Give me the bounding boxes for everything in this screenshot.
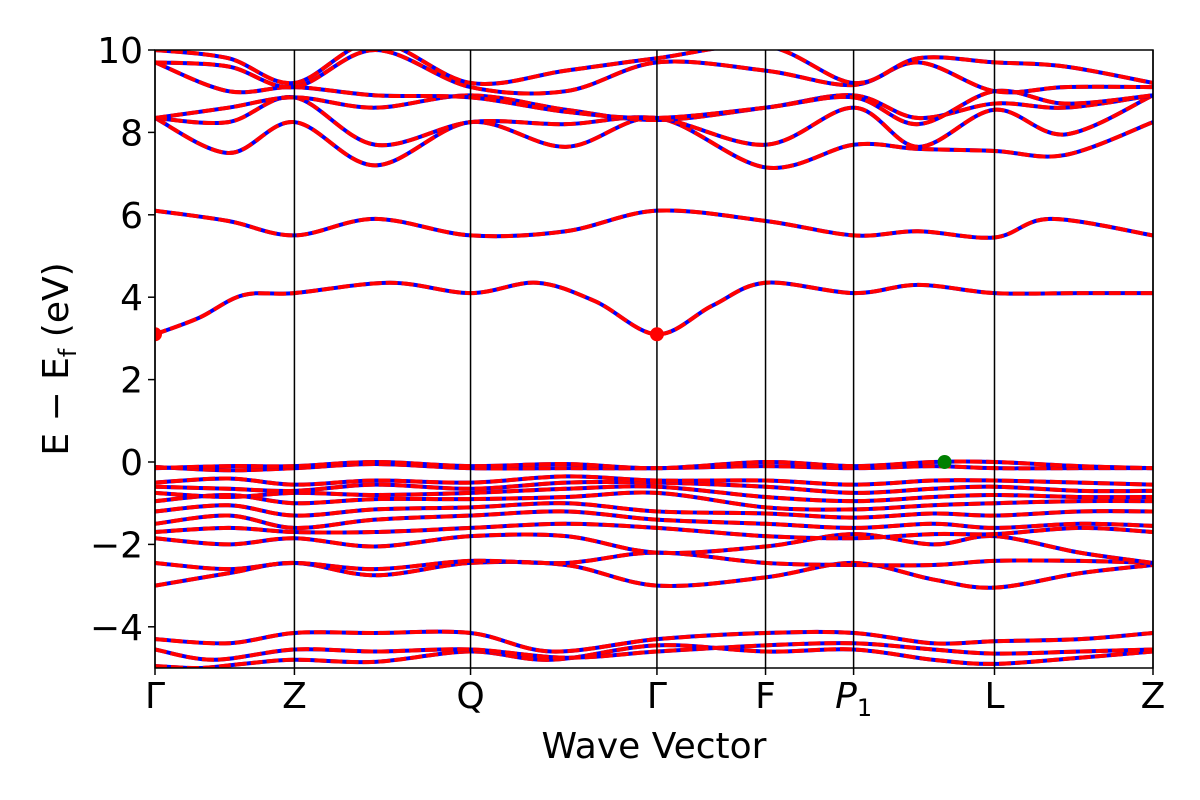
markers-layer xyxy=(155,327,952,469)
x-axis-label: Wave Vector xyxy=(542,726,767,767)
y-tick-label-6: 8 xyxy=(120,113,143,154)
x-tick-label-5: P1 xyxy=(835,676,872,722)
band-17 xyxy=(155,115,1153,170)
x-tick-label-3: Γ xyxy=(647,676,667,717)
y-tick-label-3: 2 xyxy=(120,361,143,402)
x-tick-label-4: F xyxy=(755,676,776,717)
y-axis-label: E − Ef (eV) xyxy=(36,262,82,455)
bands-layer xyxy=(155,50,1153,668)
y-tick-label-5: 6 xyxy=(120,196,143,237)
band-15-dashed xyxy=(155,280,1153,337)
y-tick-label-1: −2 xyxy=(90,525,143,566)
x-tick-label-0: Γ xyxy=(145,676,165,717)
x-tick-label-1-main: Z xyxy=(282,676,307,717)
band-5-dashed xyxy=(155,532,1153,565)
band-8 xyxy=(155,501,1153,520)
y-ticks: −4 −2 0 2 4 6 8 10 xyxy=(90,31,155,649)
kpoint-lines xyxy=(154,50,1154,668)
x-ticks: Γ Z Q Γ F P1 L Z xyxy=(145,668,1165,722)
y-tick-label-2: 0 xyxy=(120,443,143,484)
band-0-dashed xyxy=(155,643,1153,668)
x-tick-label-6-main: L xyxy=(984,676,1004,717)
y-axis-label-sub: f xyxy=(54,348,82,357)
y-axis-label-unit: (eV) xyxy=(36,262,77,348)
band-16 xyxy=(155,208,1153,240)
band-5 xyxy=(155,532,1153,565)
x-tick-label-2: Q xyxy=(456,676,484,717)
x-tick-label-5-sub: 1 xyxy=(857,694,872,722)
x-tick-label-7: Z xyxy=(1141,676,1166,717)
x-tick-label-4-main: F xyxy=(755,676,776,717)
x-tick-label-1: Z xyxy=(282,676,307,717)
band-0 xyxy=(155,643,1153,668)
y-axis-label-main: E − E xyxy=(36,357,77,456)
marker-2 xyxy=(937,455,952,469)
x-tick-label-6: L xyxy=(984,676,1004,717)
plot-frame xyxy=(154,49,1154,669)
band-17-dashed xyxy=(155,115,1153,170)
band-3 xyxy=(155,559,1153,590)
marker-0 xyxy=(155,327,162,342)
x-tick-label-0-main: Γ xyxy=(145,676,165,717)
band-4 xyxy=(155,550,1153,572)
band-8-dashed xyxy=(155,501,1153,520)
x-tick-label-3-main: Γ xyxy=(647,676,667,717)
x-tick-label-2-main: Q xyxy=(456,676,484,717)
y-tick-label-4: 4 xyxy=(120,278,143,319)
y-tick-label-0: −4 xyxy=(90,608,143,649)
band-4-dashed xyxy=(155,550,1153,572)
marker-1 xyxy=(649,327,664,342)
band-15-solid xyxy=(155,280,1153,337)
x-tick-label-5-main: P xyxy=(835,676,857,717)
x-tick-label-7-main: Z xyxy=(1141,676,1166,717)
y-tick-label-7: 10 xyxy=(97,31,143,72)
band-15 xyxy=(155,280,1153,337)
